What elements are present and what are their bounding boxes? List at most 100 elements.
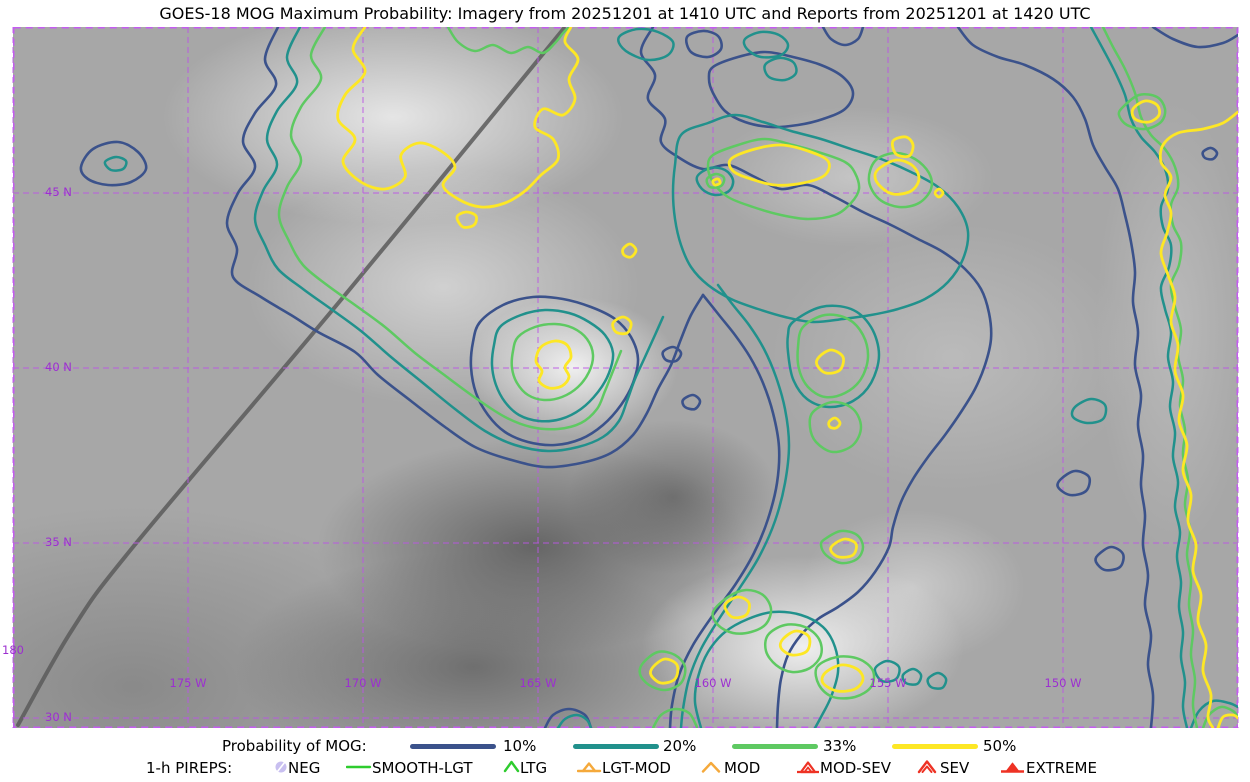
- pirep-symbol-ltg-icon: [502, 758, 528, 780]
- pirep-symbol-mod-sev-icon: [796, 758, 822, 780]
- longitude-label: 175 W: [170, 676, 207, 690]
- mog-contour-10%: [79, 140, 148, 187]
- mog-contour-10%: [1056, 469, 1092, 497]
- satellite-map: 45 N 40 N 35 N 30 N 180 175 W 170 W 165 W 160 W 1…: [2, 27, 1239, 728]
- mog-contour-10%: [225, 27, 705, 469]
- mog-contour-10%: [469, 295, 640, 447]
- mog-contour-33%: [867, 151, 934, 209]
- pirep-label: MOD: [724, 759, 761, 777]
- mog-contour-50%: [727, 143, 831, 187]
- mog-contour-50%: [815, 348, 845, 375]
- latitude-label: 45 N: [45, 185, 72, 199]
- mog-legend-label: Probability of MOG:: [222, 737, 367, 755]
- mog-contour-33%: [819, 529, 865, 565]
- pirep-label: LGT-MOD: [602, 759, 671, 777]
- mog-contour-20%: [253, 27, 665, 453]
- mog-contour-50%: [336, 27, 580, 209]
- mog-contour-33%: [1101, 27, 1199, 728]
- mog-contour-50%: [621, 242, 638, 259]
- mog-contour-20%: [742, 30, 790, 59]
- longitude-label: 170 W: [345, 676, 382, 690]
- mog-contour-33%: [705, 172, 726, 189]
- longitude-label: 160 W: [695, 676, 732, 690]
- mog-contour-10%: [1201, 146, 1219, 161]
- mog-level-line-20%: [573, 744, 659, 749]
- mog-contour-50%: [611, 315, 633, 336]
- mog-contour-50%: [829, 537, 858, 559]
- pirep-symbol-sev-icon: [916, 758, 942, 780]
- contour-overlay: 45 N 40 N 35 N 30 N 180 175 W 170 W 165 W 160 W 1…: [2, 27, 1239, 728]
- mog-contour-10%: [668, 293, 781, 728]
- mog-contour-33%: [638, 650, 687, 692]
- mog-contour-20%: [671, 113, 970, 324]
- latitude-label: 40 N: [45, 360, 72, 374]
- mog-contour-10%: [956, 27, 1155, 728]
- mog-contour-20%: [1189, 699, 1238, 728]
- mog-contour-20%: [693, 610, 840, 728]
- mog-level-label: 10%: [503, 737, 537, 755]
- figure-title: GOES-18 MOG Maximum Probability: Imagery…: [159, 4, 1091, 23]
- longitude-label: 150 W: [1045, 676, 1082, 690]
- mog-contour-50%: [534, 339, 573, 390]
- longitude-label: 180: [2, 643, 24, 657]
- mog-contour-20%: [786, 304, 881, 409]
- longitude-label: 155 W: [870, 676, 907, 690]
- pirep-symbol-mod-icon: [700, 758, 726, 780]
- mog-contour-50%: [890, 135, 915, 159]
- mog-level-label: 50%: [983, 737, 1017, 755]
- mog-contour-33%: [808, 400, 863, 454]
- mog-contour-33%: [277, 27, 623, 431]
- mog-contour-20%: [1070, 397, 1108, 425]
- mog-contour-50%: [873, 158, 921, 196]
- pirep-label: EXTREME: [1026, 759, 1097, 777]
- pirep-symbol-extreme-icon: [1000, 758, 1026, 780]
- latitude-label: 30 N: [45, 710, 72, 724]
- pirep-label: NEG: [288, 759, 321, 777]
- mog-contour-33%: [814, 655, 876, 700]
- mog-contour-50%: [649, 657, 680, 685]
- satellite-imagery: [13, 27, 1238, 728]
- mog-contour-33%: [446, 27, 571, 55]
- mog-contour-20%: [679, 283, 791, 728]
- mog-contour-50%: [1216, 713, 1238, 728]
- scan-edge-line: [16, 27, 567, 727]
- mog-contour-10%: [681, 393, 702, 411]
- mog-contour-33%: [706, 137, 861, 221]
- legend: Probability of MOG: 10% 20% 33% 50% 1-h PIR…: [0, 728, 1250, 782]
- mog-contour-33%: [651, 707, 699, 728]
- mog-level-line-50%: [892, 744, 978, 749]
- mog-contour-50%: [933, 187, 945, 199]
- mog-contour-10%: [639, 27, 993, 728]
- mog-contour-10%: [543, 707, 593, 728]
- pirep-symbol-smooth-icon: [345, 758, 372, 780]
- mog-contour-50%: [455, 210, 478, 229]
- mog-contour-20%: [556, 713, 593, 728]
- mog-contour-33%: [711, 588, 773, 635]
- latitude-label: 35 N: [45, 535, 72, 549]
- mog-contour-10%: [684, 29, 723, 59]
- pirep-label: SMOOTH-LGT: [372, 759, 473, 777]
- mog-contour-20%: [695, 166, 735, 197]
- map-border: [13, 27, 1238, 728]
- mog-contour-50%: [711, 177, 722, 187]
- mog-contour-50%: [827, 416, 842, 430]
- mog-contour-50%: [1130, 99, 1161, 124]
- longitude-label: 165 W: [520, 676, 557, 690]
- pirep-symbol-neg-icon: [272, 758, 298, 780]
- mog-contour-50%: [723, 595, 751, 620]
- mog-contour-10%: [1151, 27, 1238, 49]
- mog-level-label: 33%: [823, 737, 857, 755]
- mog-contour-33%: [1117, 93, 1167, 131]
- mog-contour-33%: [796, 313, 870, 399]
- grid-label-layer: 45 N 40 N 35 N 30 N 180 175 W 170 W 165 W 160 W 1…: [2, 185, 1081, 724]
- mog-level-line-10%: [410, 744, 496, 749]
- pirep-label: LTG: [520, 759, 548, 777]
- graticule-layer: [12, 27, 1239, 728]
- mog-contour-20%: [926, 671, 948, 690]
- mog-contour-10%: [1094, 545, 1125, 572]
- pirep-legend-row: 1-h PIREPS: NEG SMOOTH-LGT LTG LGT-MOD MOD MO…: [0, 757, 1250, 779]
- pirep-legend-label: 1-h PIREPS:: [146, 759, 233, 777]
- contour-layer: [79, 27, 1238, 728]
- mog-level-label: 20%: [663, 737, 697, 755]
